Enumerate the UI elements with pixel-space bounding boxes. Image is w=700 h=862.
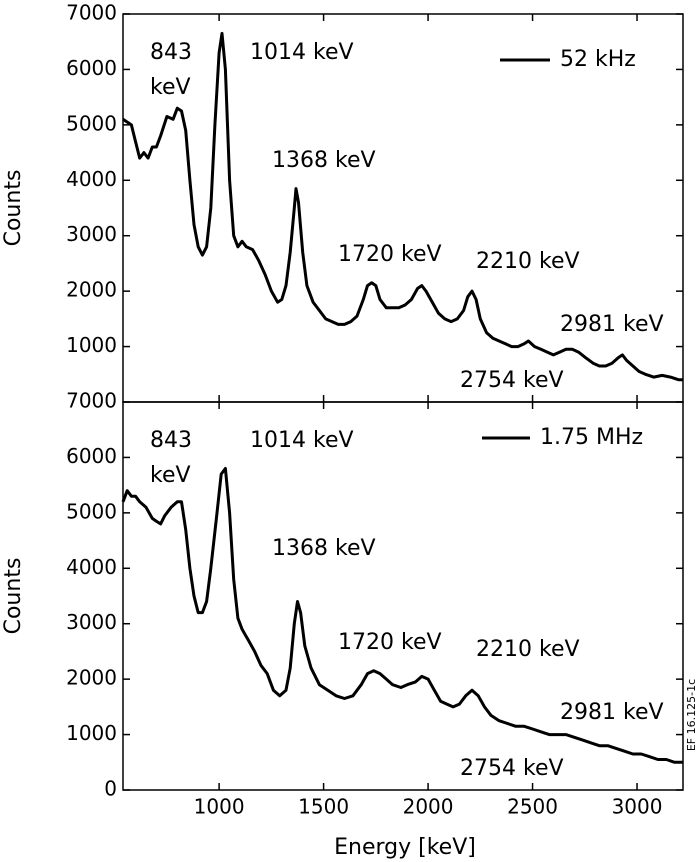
y-tick-label: 1000: [66, 721, 117, 745]
peak-annotation: 843: [150, 40, 192, 65]
y-tick-label: 5000: [66, 499, 117, 523]
y-tick-label: 1000: [66, 333, 117, 357]
y-tick-label: 2000: [66, 278, 117, 302]
peak-annotation: 2981 keV: [560, 312, 664, 337]
y-tick-label: 0: [104, 777, 117, 801]
peak-annotation: keV: [150, 463, 191, 488]
peak-annotation: 1368 keV: [272, 148, 376, 173]
y-tick-label: 4000: [66, 167, 117, 191]
peak-annotation: 843: [150, 428, 192, 453]
peak-annotation: 2754 keV: [460, 756, 564, 781]
y-axis-label: Counts: [1, 558, 26, 635]
x-tick-label: 3000: [612, 795, 663, 819]
y-tick-label: 4000: [66, 555, 117, 579]
figure-id: EF 16.125-1c: [685, 679, 698, 751]
peak-annotation: 2210 keV: [476, 637, 580, 662]
plot-frame: [122, 401, 684, 791]
y-tick-label: 6000: [66, 444, 117, 468]
x-tick-label: 1500: [298, 795, 349, 819]
peak-annotation: 1368 keV: [272, 536, 376, 561]
peak-annotation: 1014 keV: [250, 428, 354, 453]
y-tick-label: 6000: [66, 56, 117, 80]
spectrum-line: [122, 31, 683, 382]
y-tick-label: 7000: [66, 389, 117, 413]
spectrum-line: [121, 467, 683, 764]
legend-label: 1.75 MHz: [540, 425, 643, 450]
plot-frame: [122, 13, 684, 403]
peak-annotation: keV: [150, 75, 191, 100]
y-tick-label: 3000: [66, 610, 117, 634]
y-tick-label: 7000: [66, 1, 117, 25]
y-tick-label: 3000: [66, 222, 117, 246]
x-tick-label: 1000: [194, 795, 245, 819]
peak-annotation: 1720 keV: [338, 630, 442, 655]
peak-annotation: 1014 keV: [250, 40, 354, 65]
y-tick-label: 5000: [66, 111, 117, 135]
x-axis-label: Energy [keV]: [334, 835, 476, 860]
y-axis-label: Counts: [1, 170, 26, 247]
peak-annotation: 2981 keV: [560, 700, 664, 725]
x-tick-label: 2500: [507, 795, 558, 819]
peak-annotation: 1720 keV: [338, 242, 442, 267]
x-tick-label: 2000: [403, 795, 454, 819]
peak-annotation: 2210 keV: [476, 249, 580, 274]
peak-annotation: 2754 keV: [460, 368, 564, 393]
legend-label: 52 kHz: [560, 47, 636, 72]
y-tick-label: 2000: [66, 666, 117, 690]
